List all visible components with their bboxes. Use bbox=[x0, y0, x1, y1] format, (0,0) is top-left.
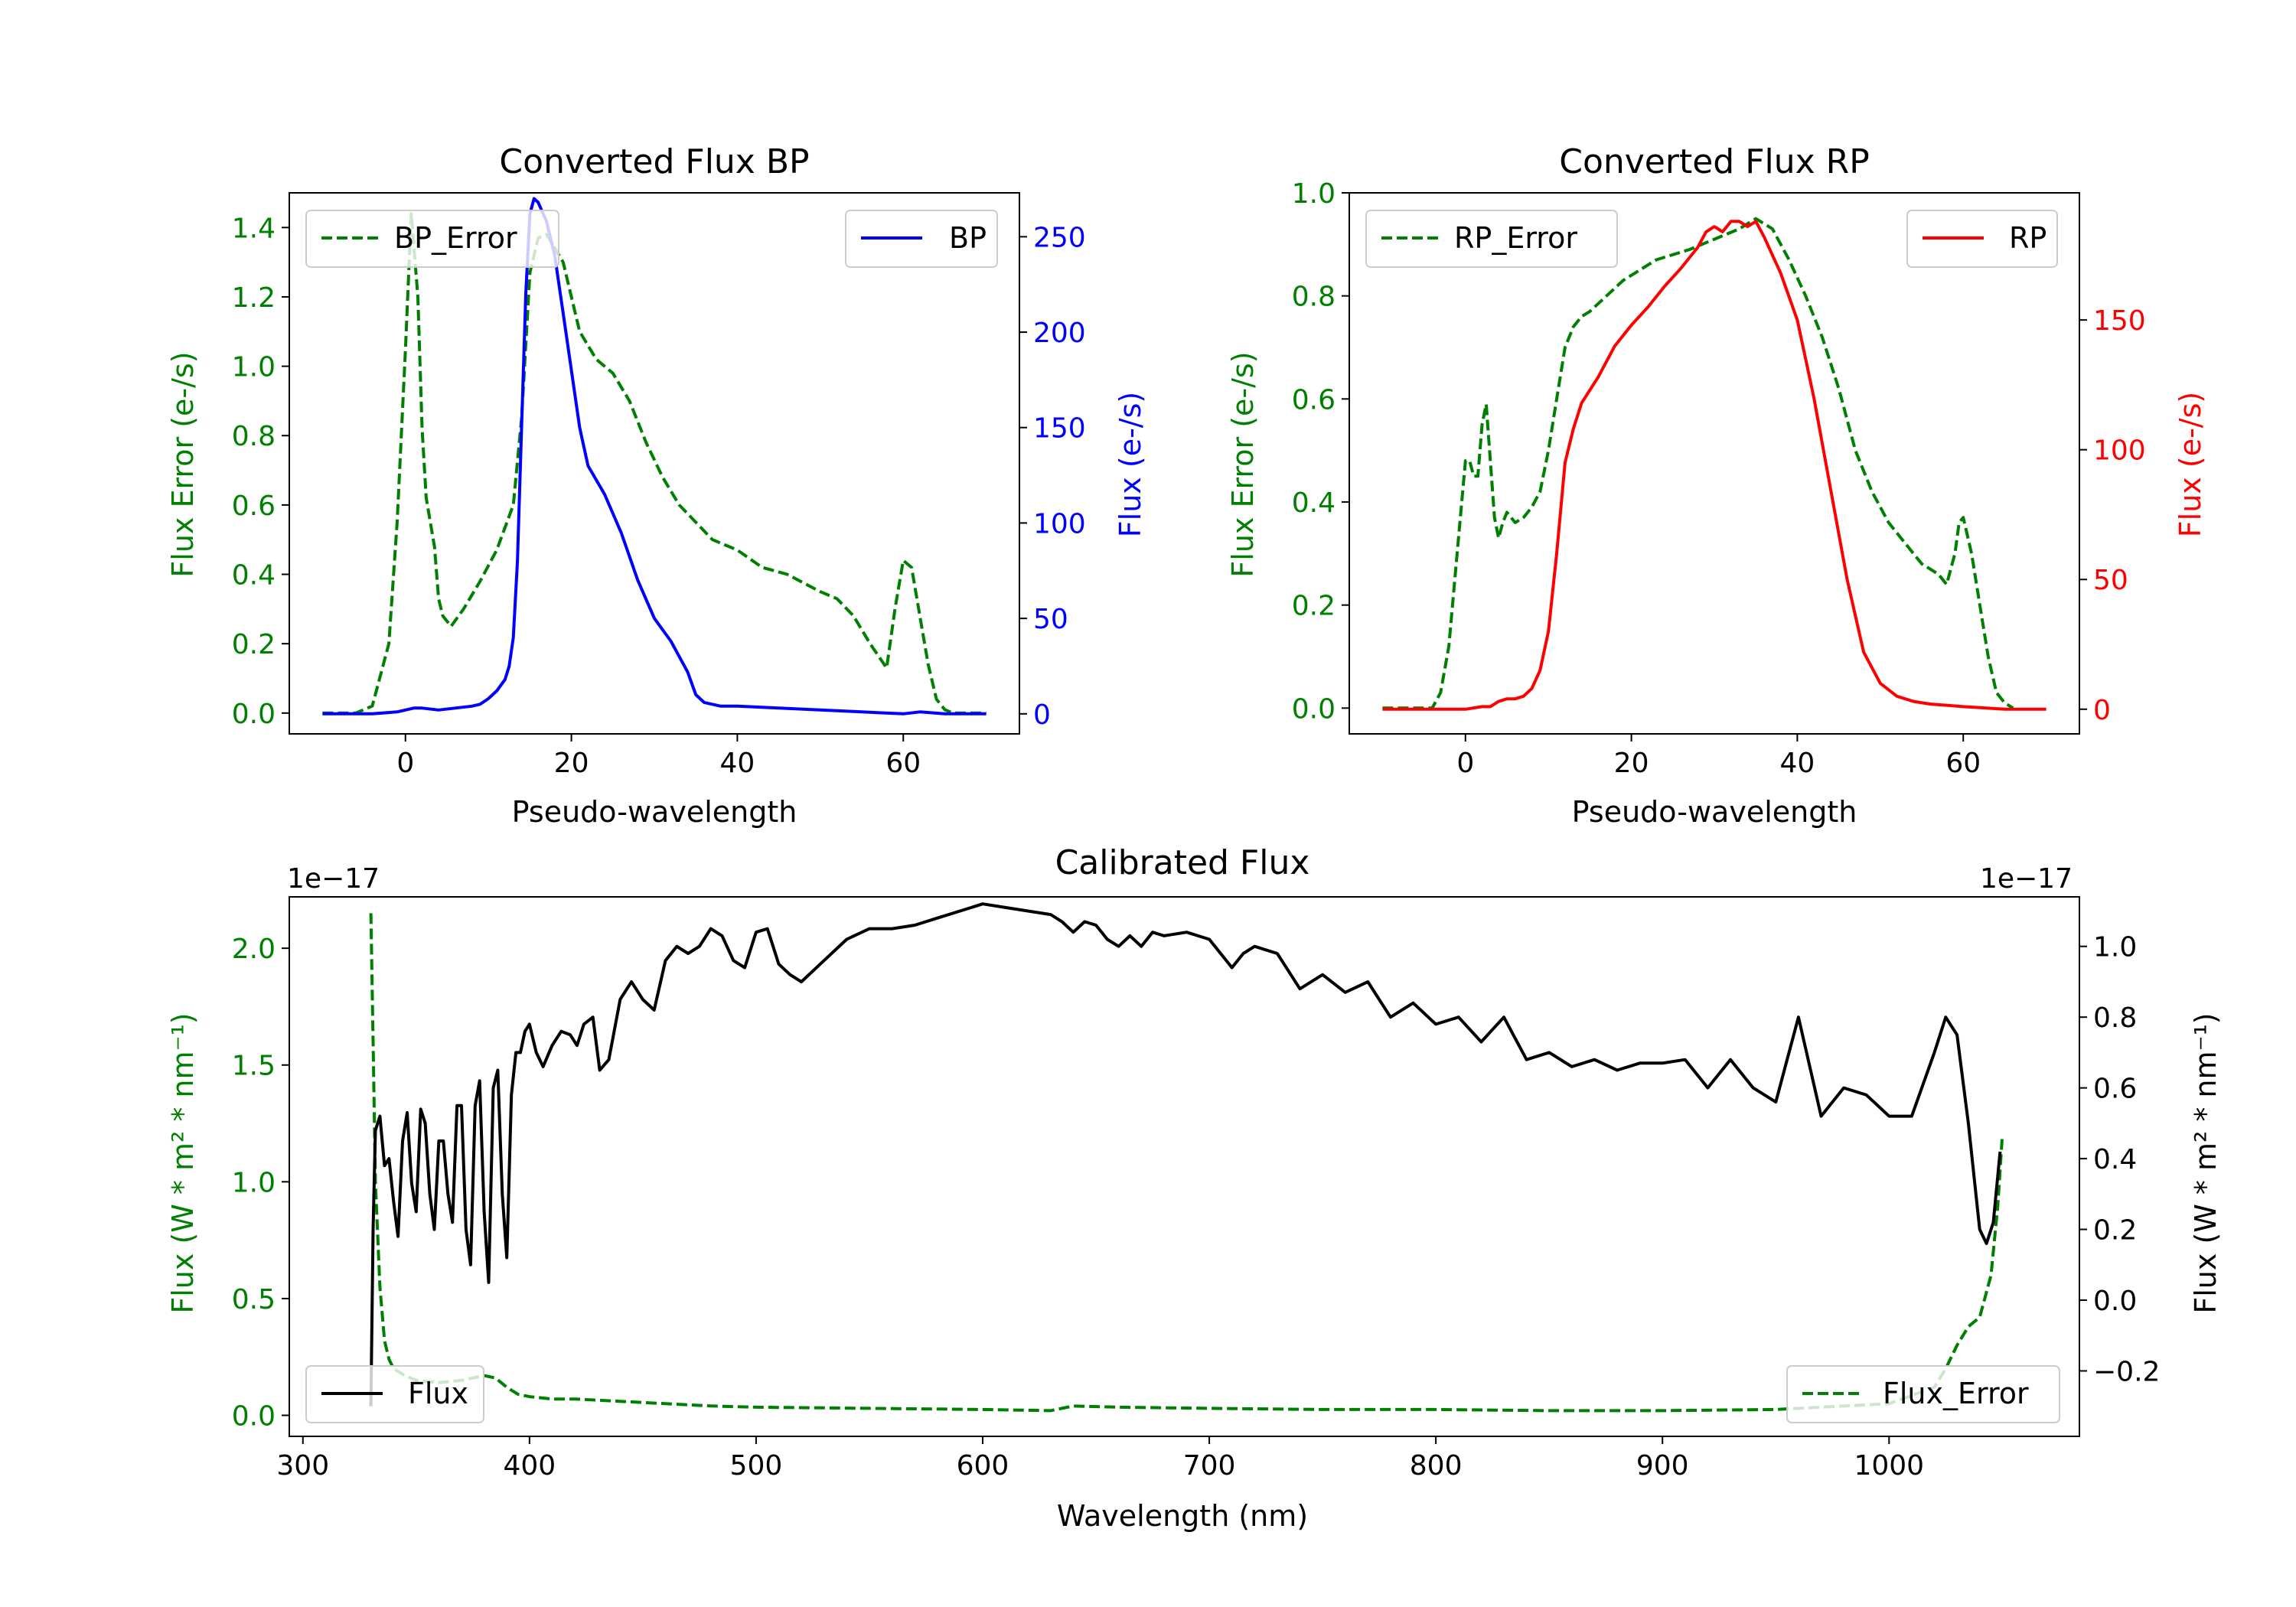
calibrated-legend-error-label: Flux_Error bbox=[1883, 1377, 2029, 1410]
calibrated-left-tick-label: 0.5 bbox=[232, 1284, 276, 1315]
calibrated-left-tick-label: 2.0 bbox=[232, 934, 276, 965]
calibrated-x-tick-label: 700 bbox=[1183, 1450, 1236, 1482]
bp-legend-flux: BP bbox=[845, 210, 998, 268]
bp-x-tick-label: 20 bbox=[554, 748, 589, 779]
bp-right-tick-label: 50 bbox=[1033, 604, 1068, 635]
calibrated-right-tick-label: 1.0 bbox=[2093, 932, 2137, 963]
calibrated-right-axis-label: Flux (W * m² * nm⁻¹) bbox=[2189, 1012, 2223, 1313]
rp-panel: Converted Flux RP 0 20 40 60 0.0 0.2 0.4 0.6 0.8… bbox=[1226, 142, 2207, 829]
bp-right-tick-label: 0 bbox=[1033, 699, 1051, 731]
bp-right-tick-label: 200 bbox=[1033, 318, 1086, 349]
bp-left-axis-label: Flux Error (e-/s) bbox=[166, 351, 200, 577]
rp-chart-title: Converted Flux RP bbox=[1559, 142, 1870, 181]
calibrated-x-tick-label: 600 bbox=[957, 1450, 1009, 1482]
rp-right-tick-label: 0 bbox=[2093, 695, 2111, 726]
bp-right-axis-label: Flux (e-/s) bbox=[1114, 392, 1147, 537]
bp-x-tick-label: 60 bbox=[885, 748, 921, 779]
rp-legend-flux: RP bbox=[1906, 210, 2058, 268]
calibrated-x-tick-label: 900 bbox=[1636, 1450, 1689, 1482]
rp-plot-area: 0 20 40 60 0.0 0.2 0.4 0.6 0.8 1.0 0 50 100 150 bbox=[1292, 178, 2146, 779]
rp-left-tick-label: 0.4 bbox=[1292, 487, 1336, 519]
rp-x-tick-label: 60 bbox=[1945, 748, 1981, 779]
rp-legend-error-label: RP_Error bbox=[1454, 221, 1577, 255]
calibrated-right-tick-label: 0.0 bbox=[2093, 1286, 2137, 1317]
bp-plot-area: 0 20 40 60 0.0 0.2 0.4 0.6 0.8 1.0 1.2 1.4 0 50 100 150… bbox=[232, 192, 1086, 779]
bp-series-bp bbox=[322, 197, 987, 715]
rp-x-tick-label: 0 bbox=[1456, 748, 1474, 779]
bp-left-tick-label: 0.6 bbox=[232, 491, 276, 522]
calibrated-legend-flux-label: Flux bbox=[408, 1377, 468, 1410]
calibrated-x-tick-label: 500 bbox=[730, 1450, 783, 1482]
bp-left-tick-label: 0.8 bbox=[232, 421, 276, 452]
rp-left-tick-label: 1.0 bbox=[1292, 178, 1336, 210]
bp-x-axis-label: Pseudo-wavelength bbox=[512, 795, 797, 829]
calibrated-left-offset: 1e−17 bbox=[287, 863, 380, 895]
calibrated-left-axis-label: Flux (W * m² * nm⁻¹) bbox=[166, 1012, 200, 1313]
bp-axes-frame bbox=[289, 192, 1020, 735]
bp-left-tick-label: 0.2 bbox=[232, 629, 276, 660]
bp-x-tick-label: 40 bbox=[720, 748, 755, 779]
calibrated-x-tick-label: 1000 bbox=[1854, 1450, 1924, 1482]
rp-x-axis-label: Pseudo-wavelength bbox=[1572, 795, 1857, 829]
rp-x-tick-label: 20 bbox=[1614, 748, 1649, 779]
calibrated-x-axis-label: Wavelength (nm) bbox=[1057, 1499, 1308, 1533]
rp-legend-error: RP_Error bbox=[1365, 210, 1618, 268]
bp-left-tick-label: 1.2 bbox=[232, 282, 276, 314]
bp-left-tick-label: 1.0 bbox=[232, 352, 276, 383]
rp-axes-frame bbox=[1349, 192, 2080, 735]
calibrated-x-tick-label: 800 bbox=[1410, 1450, 1463, 1482]
bp-series-bp-error bbox=[322, 212, 987, 715]
rp-series-rp bbox=[1382, 220, 2047, 711]
rp-right-axis-label: Flux (e-/s) bbox=[2174, 392, 2207, 537]
rp-left-tick-label: 0.2 bbox=[1292, 591, 1336, 622]
calibrated-series-flux-error bbox=[369, 913, 2004, 1413]
calibrated-right-tick-label: 0.6 bbox=[2093, 1074, 2137, 1105]
calibrated-x-tick-label: 400 bbox=[503, 1450, 556, 1482]
rp-x-tick-label: 40 bbox=[1780, 748, 1815, 779]
rp-left-tick-label: 0.6 bbox=[1292, 384, 1336, 416]
calibrated-right-tick-label: 0.2 bbox=[2093, 1215, 2137, 1247]
calibrated-right-tick-label: 0.8 bbox=[2093, 1002, 2137, 1034]
rp-left-tick-label: 0.8 bbox=[1292, 282, 1336, 313]
calibrated-right-offset: 1e−17 bbox=[1980, 863, 2073, 895]
rp-legend-flux-label: RP bbox=[2009, 221, 2047, 255]
bp-x-tick-label: 0 bbox=[396, 748, 414, 779]
calibrated-chart-title: Calibrated Flux bbox=[1055, 843, 1310, 882]
calibrated-right-tick-label: 0.4 bbox=[2093, 1144, 2137, 1175]
rp-right-tick-label: 50 bbox=[2093, 565, 2128, 596]
bp-chart-title: Converted Flux BP bbox=[499, 142, 809, 181]
calibrated-axes-frame bbox=[289, 896, 2080, 1437]
rp-left-axis-label: Flux Error (e-/s) bbox=[1226, 351, 1260, 577]
calibrated-plot-area: 300 400 500 600 700 800 900 1000 0.0 0.5 1.0 1.5 2.0… bbox=[232, 896, 2160, 1482]
rp-right-tick-label: 150 bbox=[2093, 305, 2146, 337]
calibrated-left-tick-label: 1.0 bbox=[232, 1167, 276, 1198]
calibrated-x-tick-label: 300 bbox=[276, 1450, 329, 1482]
calibrated-legend-error: Flux_Error bbox=[1786, 1365, 2060, 1423]
calibrated-right-tick-label: −0.2 bbox=[2093, 1356, 2160, 1387]
bp-legend-flux-label: BP bbox=[949, 221, 987, 255]
rp-series-rp-error bbox=[1382, 217, 2014, 710]
calibrated-series-flux bbox=[369, 902, 2002, 1407]
bp-right-tick-label: 150 bbox=[1033, 413, 1086, 445]
bp-left-tick-label: 1.4 bbox=[232, 213, 276, 244]
bp-left-tick-label: 0.4 bbox=[232, 560, 276, 592]
bp-right-tick-label: 100 bbox=[1033, 508, 1086, 539]
calibrated-panel: Calibrated Flux 1e−17 1e−17 300 400 500 600… bbox=[166, 843, 2223, 1533]
bp-left-tick-label: 0.0 bbox=[232, 699, 276, 730]
calibrated-left-tick-label: 0.0 bbox=[232, 1401, 276, 1433]
rp-left-tick-label: 0.0 bbox=[1292, 693, 1336, 725]
calibrated-legend-flux: Flux bbox=[305, 1365, 484, 1423]
bp-legend-error-label: BP_Error bbox=[394, 221, 517, 255]
bp-legend-error: BP_Error bbox=[305, 210, 559, 268]
bp-right-tick-label: 250 bbox=[1033, 222, 1086, 253]
rp-right-tick-label: 100 bbox=[2093, 435, 2146, 467]
bp-panel: Converted Flux BP 0 20 40 60 0.0 0.2 0.4 0.6 0.8… bbox=[166, 142, 1147, 829]
calibrated-left-tick-label: 1.5 bbox=[232, 1051, 276, 1082]
